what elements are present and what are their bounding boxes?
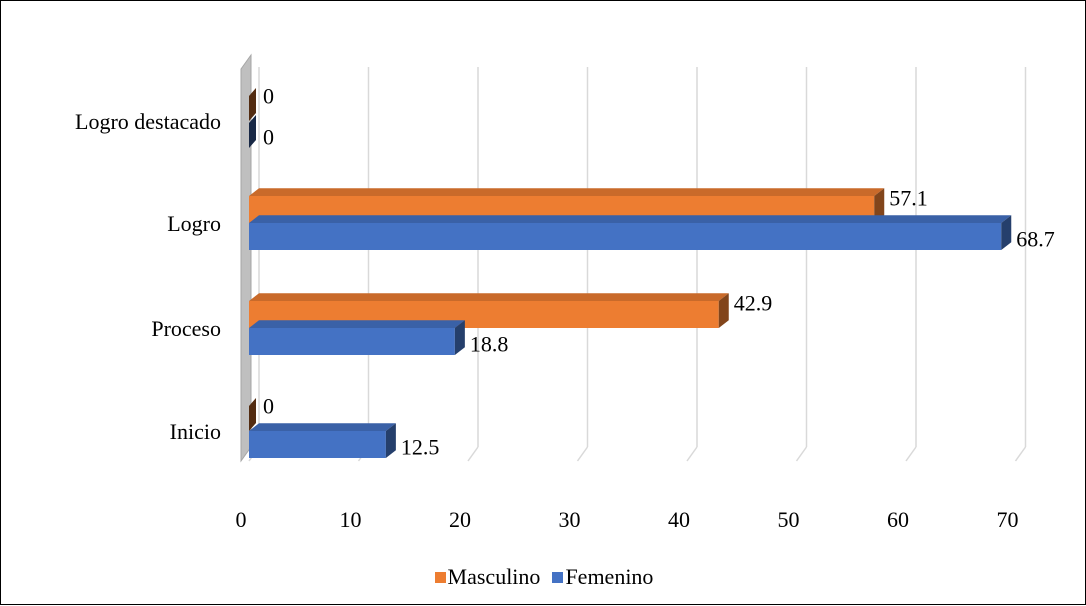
bar-front-face [249, 328, 455, 355]
value-label: 18.8 [470, 332, 509, 357]
bar-femenino-logro [249, 215, 1012, 250]
legend-swatch-masculino [434, 571, 446, 583]
gridline-floor-60 [905, 446, 917, 462]
legend: Masculino Femenino [1, 564, 1086, 590]
bar-top-face [249, 423, 396, 431]
value-label: 68.7 [1016, 227, 1055, 252]
category-labels: Inicio Proceso Logro Logro destacado [75, 109, 221, 444]
value-label: 57.1 [889, 186, 928, 211]
legend-swatch-femenino [552, 571, 564, 583]
value-labels: 0 12.5 42.9 18.8 57.1 68.7 0 0 [263, 84, 1055, 460]
x-tick-label: 70 [997, 507, 1019, 532]
value-label: 42.9 [734, 291, 773, 316]
gridlines [248, 67, 1027, 462]
bar-side-face [1001, 215, 1012, 250]
bars [249, 88, 1012, 458]
legend-label-femenino: Femenino [565, 564, 654, 589]
legend-label-masculino: Masculino [447, 564, 541, 589]
x-tick-label: 60 [887, 507, 909, 532]
x-tick-label: 30 [559, 507, 581, 532]
bar-front-face [249, 431, 386, 458]
x-tick-label: 40 [668, 507, 690, 532]
bar-side-face [874, 188, 885, 223]
gridline-floor-40 [686, 446, 698, 462]
value-label: 0 [263, 125, 274, 150]
value-label: 0 [263, 84, 274, 109]
legend-item-femenino[interactable]: Femenino [552, 564, 653, 590]
category-label: Logro destacado [75, 109, 221, 134]
tick-labels: 0 10 20 30 40 50 60 70 [236, 507, 1019, 532]
bar-zero-sliver [249, 398, 256, 431]
bar-front-face [249, 223, 1002, 250]
category-label: Logro [167, 211, 221, 236]
bar-femenino-proceso [249, 320, 465, 355]
gridline-floor-70 [1014, 446, 1027, 462]
bar-masculino-logro-destacado [249, 88, 256, 121]
x-tick-label: 20 [449, 507, 471, 532]
bar-top-face [249, 215, 1012, 223]
bar-top-face [249, 293, 729, 301]
bar-top-face [249, 320, 465, 328]
value-label: 12.5 [401, 435, 440, 460]
x-tick-label: 10 [340, 507, 362, 532]
legend-item-masculino[interactable]: Masculino [434, 564, 541, 590]
bar-side-face [718, 293, 729, 328]
value-label: 0 [263, 394, 274, 419]
bar-side-face [385, 423, 396, 458]
gridline-floor-50 [795, 446, 808, 462]
bar-side-face [454, 320, 465, 355]
bar-zero-sliver [249, 88, 256, 121]
x-tick-label: 0 [236, 507, 247, 532]
bar-femenino-inicio [249, 423, 396, 458]
bar-masculino-proceso [249, 293, 729, 328]
gridline-floor-20 [467, 446, 479, 462]
bar-top-face [249, 188, 885, 196]
bar-femenino-logro-destacado [249, 115, 256, 148]
category-label: Inicio [170, 419, 221, 444]
x-tick-label: 50 [778, 507, 800, 532]
category-label: Proceso [151, 316, 221, 341]
bar-zero-sliver [249, 115, 256, 148]
gridline-floor-30 [576, 446, 589, 462]
bar-masculino-inicio [249, 398, 256, 431]
